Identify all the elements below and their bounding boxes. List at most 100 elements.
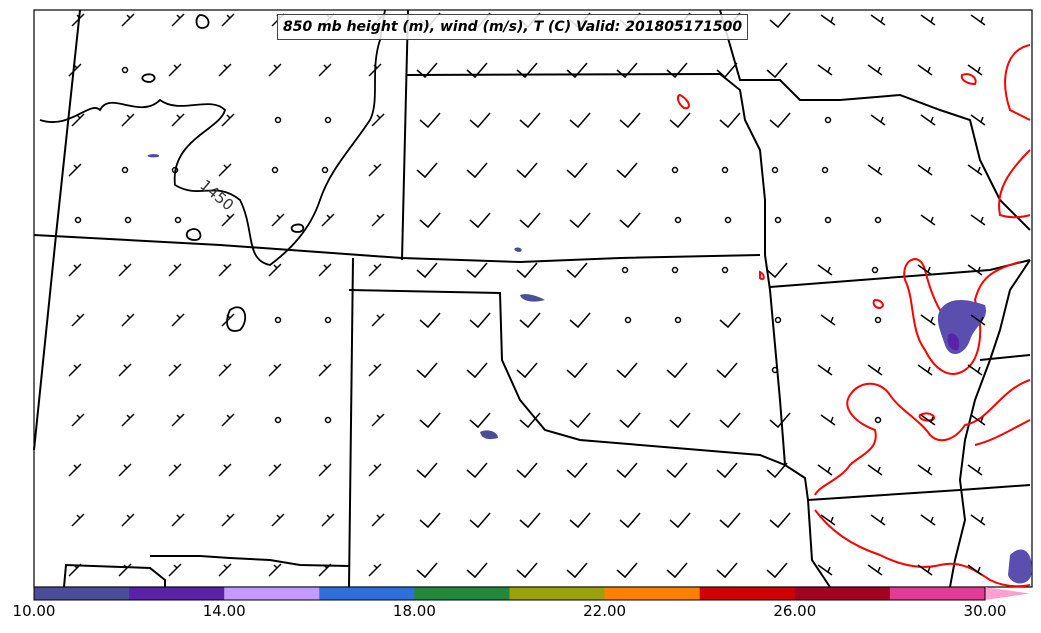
calm-wind-marker bbox=[874, 316, 882, 324]
calm-wind-marker bbox=[121, 66, 129, 74]
wind-barb bbox=[817, 564, 833, 576]
calm-wind-marker bbox=[674, 316, 682, 324]
colorbar-tick-label: 18.00 bbox=[392, 602, 436, 620]
wind-barb bbox=[766, 62, 788, 79]
wind-barb bbox=[769, 12, 791, 29]
wind-barb bbox=[817, 264, 833, 276]
wind-barb bbox=[766, 462, 788, 479]
wind-barb bbox=[519, 412, 541, 429]
wind-barb bbox=[719, 512, 741, 529]
wind-barb bbox=[669, 512, 691, 529]
wind-barb bbox=[71, 413, 85, 427]
wind-barb bbox=[666, 462, 688, 479]
calm-wind-marker bbox=[721, 166, 729, 174]
wind-barb bbox=[769, 112, 791, 129]
wind-barb bbox=[820, 14, 836, 26]
wind-barb bbox=[920, 114, 936, 126]
wind-barb bbox=[920, 214, 936, 226]
wind-barb bbox=[118, 363, 132, 377]
colorbar-outline bbox=[33, 586, 986, 601]
wind-barb bbox=[218, 563, 232, 577]
wind-barb bbox=[318, 263, 332, 277]
wind-barb bbox=[466, 362, 488, 379]
calm-wind-marker bbox=[771, 366, 779, 374]
wind-barb bbox=[817, 64, 833, 76]
wind-barb bbox=[719, 312, 741, 329]
calm-wind-marker bbox=[324, 116, 332, 124]
wind-barb bbox=[268, 463, 282, 477]
wind-barb bbox=[268, 563, 282, 577]
wind-barb bbox=[569, 512, 591, 529]
height-contour bbox=[39, 9, 386, 332]
wind-barb bbox=[121, 313, 135, 327]
wind-barb bbox=[820, 514, 836, 526]
wind-barb bbox=[168, 63, 182, 77]
wind-barb bbox=[970, 414, 986, 426]
wind-barb bbox=[967, 364, 983, 376]
wind-barb bbox=[967, 464, 983, 476]
wind-barb bbox=[516, 262, 538, 279]
wind-barb bbox=[371, 513, 385, 527]
wind-barb bbox=[368, 163, 382, 177]
wind-barb bbox=[218, 463, 232, 477]
calm-wind-marker bbox=[321, 166, 329, 174]
wind-barb bbox=[569, 312, 591, 329]
colorbar-segment bbox=[224, 587, 320, 600]
wind-barb bbox=[121, 413, 135, 427]
calm-wind-marker bbox=[74, 216, 82, 224]
colorbar-segment bbox=[319, 587, 415, 600]
wind-barb bbox=[817, 464, 833, 476]
wind-barb bbox=[318, 463, 332, 477]
wind-barb bbox=[616, 462, 638, 479]
wind-barb bbox=[416, 562, 438, 579]
wind-barb bbox=[716, 62, 738, 79]
wind-barb bbox=[168, 363, 182, 377]
calm-wind-marker bbox=[124, 216, 132, 224]
colorbar-tick-label: 10.00 bbox=[12, 602, 56, 620]
wind-barb bbox=[820, 414, 836, 426]
wind-barb bbox=[669, 112, 691, 129]
wind-barb bbox=[867, 364, 883, 376]
wind-barb bbox=[920, 14, 936, 26]
wind-barb bbox=[519, 112, 541, 129]
wind-barb bbox=[121, 113, 135, 127]
colorbar-segment bbox=[889, 587, 986, 600]
calm-wind-marker bbox=[874, 416, 882, 424]
colorbar-tick-label: 30.00 bbox=[963, 602, 1007, 620]
wind-barb bbox=[218, 63, 232, 77]
wind-barb bbox=[419, 112, 441, 129]
wind-barb bbox=[666, 62, 688, 79]
wind-barb bbox=[920, 514, 936, 526]
wind-barb bbox=[368, 363, 382, 377]
wind-barb bbox=[168, 263, 182, 277]
wind-barb bbox=[268, 263, 282, 277]
wind-barb bbox=[68, 363, 82, 377]
wind-barb bbox=[516, 562, 538, 579]
wind-barb bbox=[118, 563, 132, 577]
calm-wind-marker bbox=[274, 316, 282, 324]
wind-barb bbox=[920, 314, 936, 326]
wind-barb bbox=[619, 512, 641, 529]
state-boundaries bbox=[33, 9, 1031, 588]
colorbar bbox=[33, 586, 1030, 601]
wind-barb bbox=[619, 112, 641, 129]
wind-barb bbox=[318, 563, 332, 577]
wind-barb bbox=[71, 113, 85, 127]
calm-wind-marker bbox=[771, 166, 779, 174]
wind-barb bbox=[171, 113, 185, 127]
wind-barb bbox=[416, 162, 438, 179]
colorbar-segment bbox=[604, 587, 701, 600]
calm-wind-marker bbox=[171, 166, 179, 174]
wind-barb bbox=[469, 112, 491, 129]
calm-wind-marker bbox=[724, 216, 732, 224]
colorbar-segment bbox=[699, 587, 796, 600]
calm-wind-marker bbox=[874, 216, 882, 224]
wind-barb bbox=[218, 163, 232, 177]
calm-wind-marker bbox=[174, 216, 182, 224]
wind-barb bbox=[716, 562, 738, 579]
wind-barb bbox=[970, 514, 986, 526]
calm-wind-marker bbox=[624, 316, 632, 324]
calm-wind-marker bbox=[721, 266, 729, 274]
wind-barb bbox=[967, 164, 983, 176]
